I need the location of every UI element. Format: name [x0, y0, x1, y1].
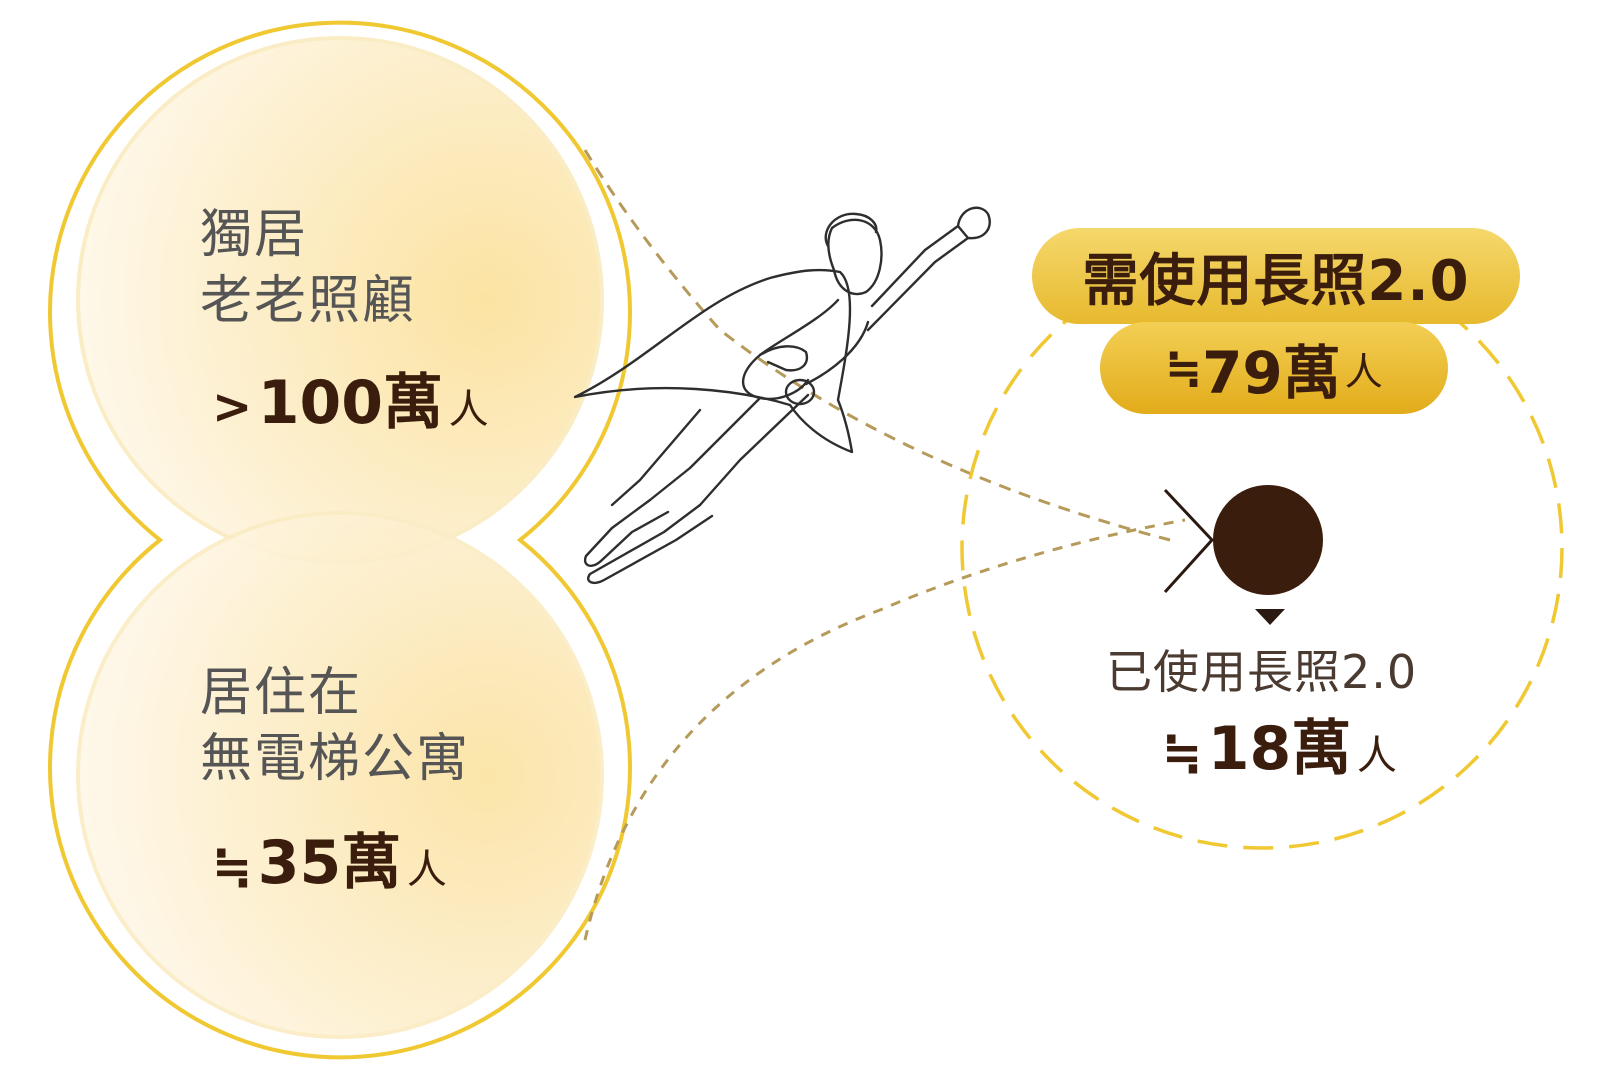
need-ltc-unit: 人 [1344, 349, 1383, 394]
bottom-circle-stat: ≒ 35萬 人 [212, 814, 447, 901]
top-circle-value: 100萬 [257, 368, 444, 438]
need-ltc-dashed-circle [960, 246, 1564, 850]
top-circle-prefix: > [212, 379, 253, 435]
bottom-circle-unit: 人 [406, 847, 447, 893]
bottom-circle-label-line1: 居住在 [200, 663, 363, 723]
need-ltc-prefix: ≒ [1165, 342, 1203, 394]
target-dot-icon [1213, 485, 1323, 595]
outer-ring-outline [48, 20, 632, 1060]
need-ltc-title: 需使用長照2.0 [1082, 248, 1470, 314]
bottom-circle-label-line2: 無電梯公寓 [200, 729, 471, 789]
used-ltc-unit: 人 [1356, 733, 1397, 779]
top-circle-unit: 人 [448, 387, 489, 433]
top-dashed-connector [583, 149, 1171, 542]
top-circle-stat: > 100萬 人 [212, 354, 489, 441]
arrow-chevron [1163, 488, 1215, 594]
used-ltc-stat: ≒ 18萬 人 [1162, 700, 1397, 787]
triangle-down-icon [1255, 609, 1285, 625]
flying-superhero-icon [573, 206, 991, 585]
need-ltc-count-pill: ≒ 79萬 人 [1100, 322, 1448, 414]
top-circle-label-line1: 獨居 [200, 205, 309, 265]
need-ltc-value: 79萬 [1202, 339, 1341, 407]
used-ltc-prefix: ≒ [1162, 725, 1203, 781]
bottom-circle-value: 35萬 [257, 828, 402, 898]
bottom-circle-prefix: ≒ [212, 839, 253, 895]
top-circle-label-line2: 老老照顧 [200, 271, 417, 331]
bottom-circle-fill [76, 511, 604, 1039]
used-ltc-label: 已使用長照2.0 [1106, 645, 1418, 699]
bottom-dashed-connector [583, 518, 1186, 941]
need-ltc-title-pill: 需使用長照2.0 [1032, 228, 1520, 324]
used-ltc-value: 18萬 [1207, 714, 1352, 784]
